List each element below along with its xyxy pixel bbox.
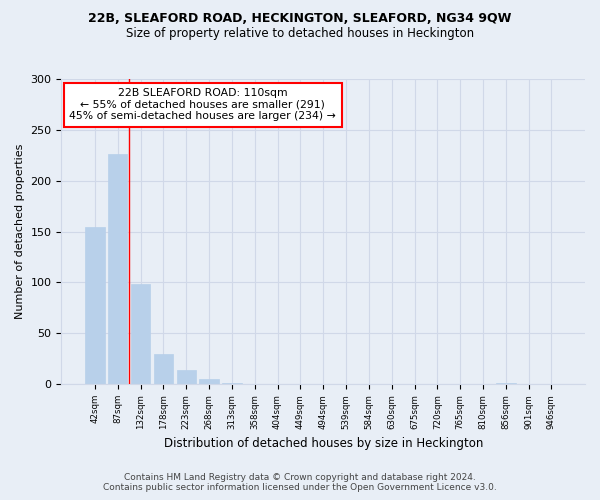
Text: Size of property relative to detached houses in Heckington: Size of property relative to detached ho… bbox=[126, 28, 474, 40]
X-axis label: Distribution of detached houses by size in Heckington: Distribution of detached houses by size … bbox=[164, 437, 483, 450]
Text: 22B, SLEAFORD ROAD, HECKINGTON, SLEAFORD, NG34 9QW: 22B, SLEAFORD ROAD, HECKINGTON, SLEAFORD… bbox=[88, 12, 512, 26]
Bar bbox=[131, 284, 150, 384]
Bar bbox=[176, 370, 196, 384]
Bar bbox=[199, 379, 219, 384]
Bar bbox=[222, 383, 242, 384]
Bar bbox=[85, 228, 104, 384]
Bar bbox=[154, 354, 173, 384]
Text: Contains HM Land Registry data © Crown copyright and database right 2024.
Contai: Contains HM Land Registry data © Crown c… bbox=[103, 473, 497, 492]
Bar bbox=[108, 154, 127, 384]
Y-axis label: Number of detached properties: Number of detached properties bbox=[15, 144, 25, 319]
Bar bbox=[496, 383, 515, 384]
Text: 22B SLEAFORD ROAD: 110sqm
← 55% of detached houses are smaller (291)
45% of semi: 22B SLEAFORD ROAD: 110sqm ← 55% of detac… bbox=[70, 88, 336, 122]
